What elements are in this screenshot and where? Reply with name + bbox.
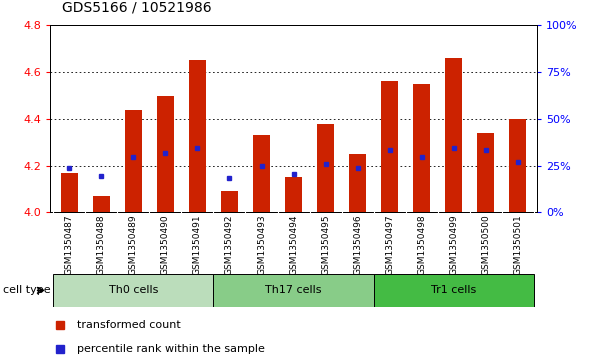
Bar (509, 119, 526, 212)
Bar (445, 58, 463, 212)
Bar (317, 123, 335, 212)
Text: GSM1350488: GSM1350488 (97, 214, 106, 275)
Bar (124, 110, 142, 212)
Bar (214, 274, 373, 307)
Bar (93, 196, 110, 212)
Text: GSM1350497: GSM1350497 (385, 214, 394, 275)
Text: GSM1350493: GSM1350493 (257, 214, 266, 275)
Bar (373, 274, 534, 307)
Text: GDS5166 / 10521986: GDS5166 / 10521986 (62, 0, 212, 15)
Text: GSM1350489: GSM1350489 (129, 214, 138, 275)
Bar (53, 274, 214, 307)
Text: GSM1350500: GSM1350500 (481, 214, 490, 275)
Text: GSM1350494: GSM1350494 (289, 214, 298, 275)
Text: GSM1350501: GSM1350501 (513, 214, 522, 275)
Text: Tr1 cells: Tr1 cells (431, 285, 476, 295)
Bar (156, 95, 174, 212)
Text: Th0 cells: Th0 cells (109, 285, 158, 295)
Text: GSM1350487: GSM1350487 (65, 214, 74, 275)
Text: GSM1350498: GSM1350498 (417, 214, 426, 275)
Text: GSM1350499: GSM1350499 (449, 214, 458, 275)
Bar (477, 133, 494, 212)
Text: GSM1350495: GSM1350495 (321, 214, 330, 275)
Bar (253, 135, 270, 212)
Bar (221, 191, 238, 212)
Text: GSM1350490: GSM1350490 (161, 214, 170, 275)
Text: Th17 cells: Th17 cells (266, 285, 322, 295)
Bar (189, 61, 206, 212)
Text: cell type: cell type (3, 285, 51, 295)
Text: GSM1350496: GSM1350496 (353, 214, 362, 275)
Text: GSM1350491: GSM1350491 (193, 214, 202, 275)
Bar (285, 177, 302, 212)
Bar (413, 84, 431, 212)
Bar (349, 154, 366, 212)
Bar (381, 82, 398, 212)
Text: GSM1350492: GSM1350492 (225, 214, 234, 275)
Text: transformed count: transformed count (77, 321, 181, 330)
Bar (61, 173, 78, 212)
Text: percentile rank within the sample: percentile rank within the sample (77, 344, 265, 354)
